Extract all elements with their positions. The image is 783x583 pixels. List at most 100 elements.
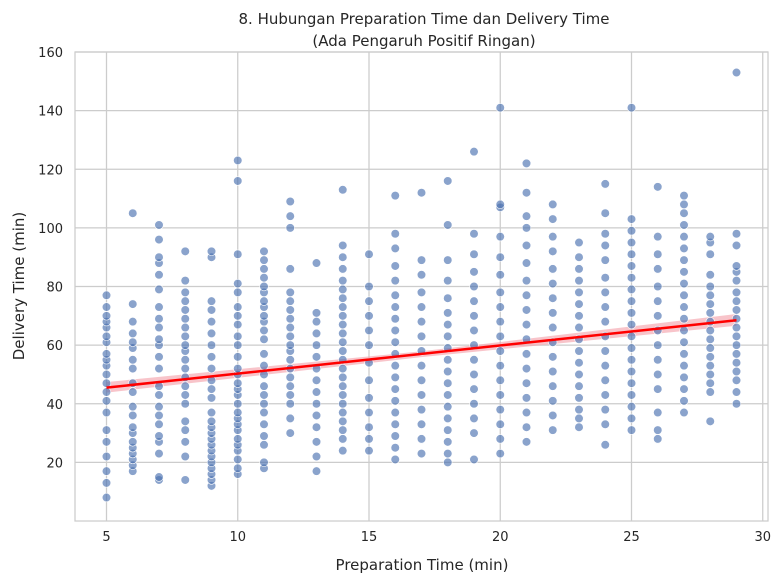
data-point bbox=[311, 387, 322, 397]
data-point bbox=[128, 328, 138, 339]
data-point bbox=[574, 299, 584, 309]
data-point bbox=[653, 182, 663, 192]
data-point bbox=[233, 378, 243, 388]
data-point bbox=[338, 363, 348, 374]
data-point bbox=[180, 399, 190, 409]
data-point bbox=[233, 399, 243, 409]
data-point bbox=[311, 352, 322, 362]
data-point bbox=[626, 402, 637, 412]
data-point bbox=[101, 478, 112, 488]
data-point bbox=[311, 258, 322, 268]
data-point bbox=[206, 363, 217, 374]
data-point bbox=[338, 311, 348, 321]
data-point bbox=[600, 440, 610, 450]
data-point bbox=[416, 188, 427, 198]
data-point bbox=[180, 322, 190, 333]
data-point bbox=[154, 334, 164, 344]
data-point bbox=[626, 355, 637, 365]
data-point bbox=[259, 325, 269, 336]
data-point bbox=[311, 422, 322, 432]
data-point bbox=[679, 325, 689, 336]
data-point bbox=[206, 246, 217, 256]
data-point bbox=[233, 407, 243, 418]
data-point bbox=[233, 155, 243, 166]
data-point bbox=[338, 328, 348, 339]
data-point bbox=[285, 399, 295, 409]
data-point bbox=[548, 199, 558, 210]
data-point bbox=[469, 311, 479, 321]
data-point bbox=[679, 372, 689, 382]
data-point bbox=[679, 302, 689, 312]
data-point bbox=[311, 410, 322, 421]
data-point bbox=[390, 191, 400, 201]
y-tick-label: 80 bbox=[46, 281, 63, 296]
data-point bbox=[679, 278, 689, 289]
data-point bbox=[285, 305, 295, 315]
data-point bbox=[626, 226, 637, 236]
y-tick-labels: 20 40 60 80 100 120 140 160 bbox=[38, 46, 63, 471]
data-point bbox=[705, 308, 715, 318]
data-point bbox=[548, 322, 558, 333]
data-point bbox=[600, 317, 610, 327]
data-point bbox=[233, 363, 243, 374]
data-point bbox=[679, 199, 689, 210]
data-point bbox=[311, 451, 322, 462]
data-point bbox=[705, 299, 715, 309]
data-point bbox=[101, 396, 112, 406]
data-point bbox=[101, 290, 112, 300]
x-axis-label: Preparation Time (min) bbox=[336, 556, 509, 574]
data-point bbox=[338, 252, 348, 262]
data-point bbox=[521, 158, 532, 168]
data-point bbox=[626, 308, 637, 318]
data-point bbox=[285, 322, 295, 333]
data-point bbox=[653, 311, 663, 321]
data-point bbox=[311, 399, 322, 409]
data-point bbox=[443, 425, 453, 435]
data-point bbox=[548, 308, 558, 318]
data-point bbox=[469, 454, 479, 465]
data-point bbox=[521, 407, 532, 418]
data-point bbox=[469, 384, 479, 394]
data-point bbox=[521, 422, 532, 432]
y-tick-label: 60 bbox=[46, 339, 63, 354]
data-point bbox=[128, 208, 138, 218]
data-point bbox=[469, 147, 479, 157]
data-point bbox=[180, 437, 190, 447]
data-point bbox=[311, 328, 322, 339]
data-point bbox=[600, 229, 610, 239]
data-point bbox=[338, 240, 348, 251]
data-point bbox=[285, 264, 295, 274]
data-point bbox=[416, 317, 427, 327]
data-point bbox=[180, 416, 190, 426]
data-point bbox=[653, 264, 663, 274]
data-point bbox=[574, 264, 584, 274]
data-point bbox=[101, 387, 112, 397]
data-point bbox=[285, 331, 295, 341]
chart-title: 8. Hubungan Preparation Time dan Deliver… bbox=[238, 10, 609, 28]
data-point bbox=[101, 349, 112, 359]
data-point bbox=[626, 390, 637, 400]
data-point bbox=[338, 346, 348, 356]
data-point bbox=[705, 290, 715, 300]
data-point bbox=[364, 434, 374, 444]
data-point bbox=[731, 349, 742, 359]
data-point bbox=[443, 448, 453, 459]
data-point bbox=[705, 352, 715, 362]
data-point bbox=[180, 363, 190, 374]
data-point bbox=[128, 410, 138, 421]
data-point bbox=[101, 437, 112, 447]
y-tick-label: 20 bbox=[46, 456, 63, 471]
data-point bbox=[731, 331, 742, 341]
data-point bbox=[731, 387, 742, 397]
data-point bbox=[548, 278, 558, 289]
data-point bbox=[679, 255, 689, 265]
data-point bbox=[548, 366, 558, 377]
data-point bbox=[206, 296, 217, 306]
data-point bbox=[626, 331, 637, 341]
data-point bbox=[626, 320, 637, 330]
data-point bbox=[600, 390, 610, 400]
data-point bbox=[338, 407, 348, 418]
data-point bbox=[443, 355, 453, 365]
data-point bbox=[128, 317, 138, 327]
